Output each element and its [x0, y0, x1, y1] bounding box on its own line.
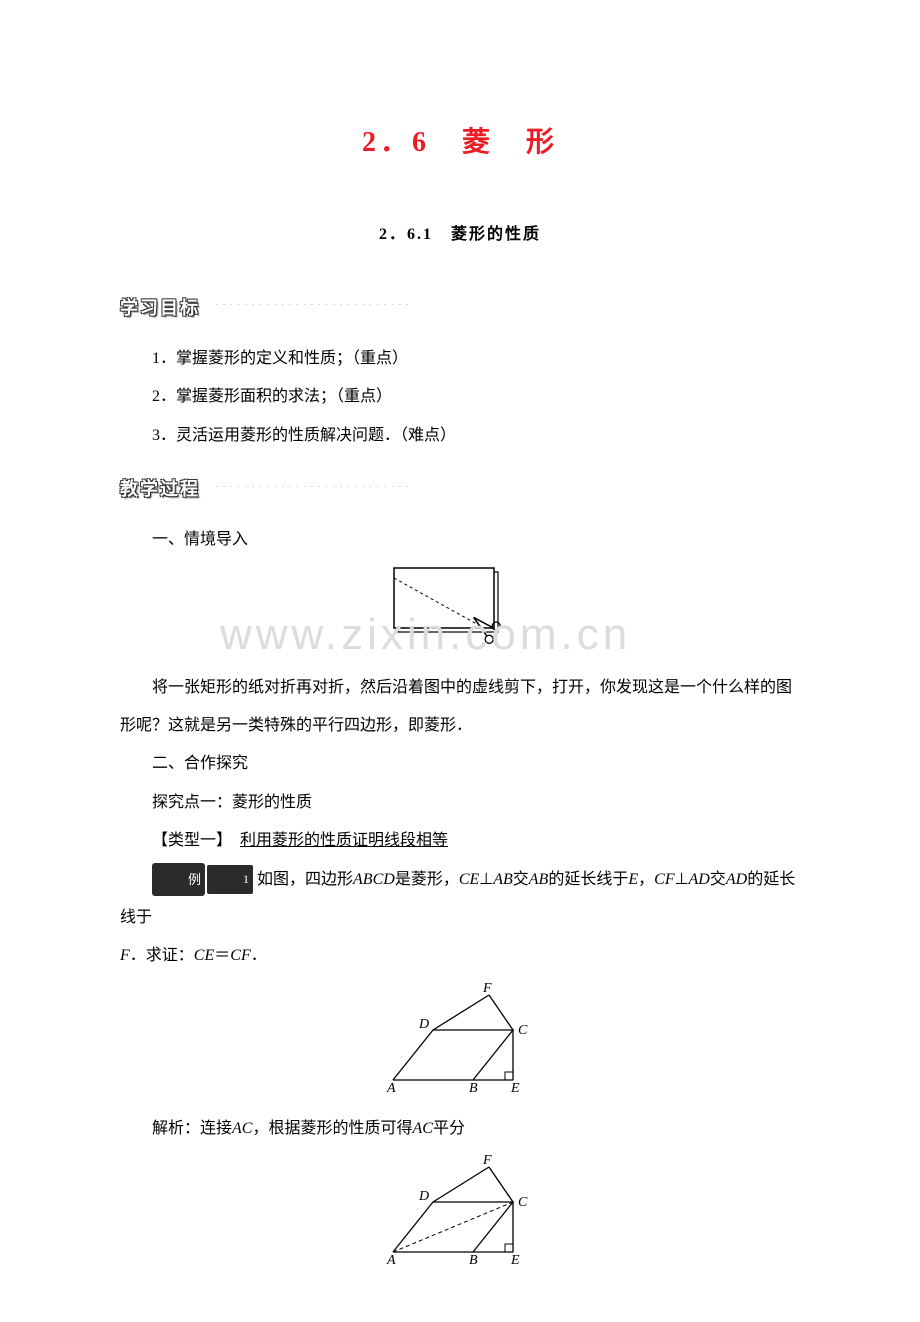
svg-text:F: F: [482, 981, 492, 996]
f-i1: F: [120, 947, 130, 964]
svg-text:B: B: [469, 1081, 478, 1095]
intro-text: 将一张矩形的纸对折再对折，然后沿着图中的虚线剪下，打开，你发现这是一个什么样的图…: [120, 669, 800, 746]
svg-text:B: B: [469, 1253, 478, 1267]
rhombus-with-diagonal-icon: A B C D E F: [375, 1152, 545, 1267]
dotted-bar-icon: [214, 486, 414, 498]
f-t2: ＝: [214, 947, 230, 964]
i2: CE: [459, 871, 479, 888]
geometry-figure-2: A B C D E F: [120, 1152, 800, 1272]
t4: 交: [513, 871, 529, 888]
t1: 如图，四边形: [257, 871, 353, 888]
objective-1: 1．掌握菱形的定义和性质；（重点）: [120, 340, 800, 378]
i1: ABCD: [353, 871, 395, 888]
i8: AD: [726, 871, 747, 888]
a-t1: 解析：连接: [152, 1120, 232, 1137]
example-number: 1: [207, 865, 253, 894]
geometry-figure-1: A B C D E F: [120, 980, 800, 1100]
svg-text:E: E: [510, 1253, 520, 1267]
objectives-header: 学习目标: [120, 294, 800, 320]
t7: ⊥: [675, 871, 689, 888]
section-subtitle: 2．6.1 菱形的性质: [120, 220, 800, 244]
i7: AD: [689, 871, 710, 888]
page: www.zixin.com.cn 2．6 菱 形 2．6.1 菱形的性质 学习目…: [0, 0, 920, 1322]
objective-2: 2．掌握菱形面积的求法；（重点）: [120, 378, 800, 416]
objectives-label: 学习目标: [120, 294, 210, 320]
t8: 交: [710, 871, 726, 888]
svg-text:F: F: [482, 1153, 492, 1168]
i5: E: [628, 871, 638, 888]
svg-text:D: D: [418, 1017, 429, 1032]
f-i3: CF: [230, 947, 250, 964]
coop-heading: 二、合作探究: [120, 745, 800, 783]
rhombus-icon: A B C D E F: [375, 980, 545, 1095]
process-label: 教学过程: [120, 475, 210, 501]
t6: ，: [638, 871, 654, 888]
a-i1: AC: [232, 1120, 252, 1137]
type1-label: 【类型一】: [152, 832, 240, 849]
scissors-icon: [390, 564, 530, 654]
dotted-bar-icon: [214, 304, 414, 316]
i4: AB: [529, 871, 549, 888]
scissors-figure: [120, 564, 800, 659]
t2: 是菱形，: [395, 871, 459, 888]
example-badge: 例: [152, 863, 205, 896]
f-i2: CE: [194, 947, 214, 964]
type1-underline: 利用菱形的性质证明线段相等: [240, 832, 448, 849]
f-t1: ．求证：: [130, 947, 194, 964]
svg-text:C: C: [518, 1195, 528, 1210]
explore-point: 探究点一：菱形的性质: [120, 784, 800, 822]
t3: ⊥: [479, 871, 493, 888]
svg-text:D: D: [418, 1189, 429, 1204]
svg-text:A: A: [386, 1253, 396, 1267]
example-line2: F．求证：CE＝CF．: [120, 937, 800, 975]
intro-heading: 一、情境导入: [120, 521, 800, 559]
f-t3: ．: [251, 947, 267, 964]
svg-text:A: A: [386, 1081, 396, 1095]
svg-text:C: C: [518, 1023, 528, 1038]
process-header: 教学过程: [120, 475, 800, 501]
a-t2: ，根据菱形的性质可得: [252, 1120, 412, 1137]
a-t3: 平分: [433, 1120, 465, 1137]
a-i2: AC: [412, 1120, 432, 1137]
objective-3: 3．灵活运用菱形的性质解决问题．（难点）: [120, 417, 800, 455]
example-line1: 例1如图，四边形ABCD是菱形，CE⊥AB交AB的延长线于E，CF⊥AD交AD的…: [120, 861, 800, 938]
i3: AB: [493, 871, 513, 888]
t5: 的延长线于: [548, 871, 628, 888]
analysis-line: 解析：连接AC，根据菱形的性质可得AC平分: [120, 1110, 800, 1148]
type1-line: 【类型一】 利用菱形的性质证明线段相等: [120, 822, 800, 860]
chapter-title: 2．6 菱 形: [120, 120, 800, 160]
svg-text:E: E: [510, 1081, 520, 1095]
i6: CF: [654, 871, 674, 888]
